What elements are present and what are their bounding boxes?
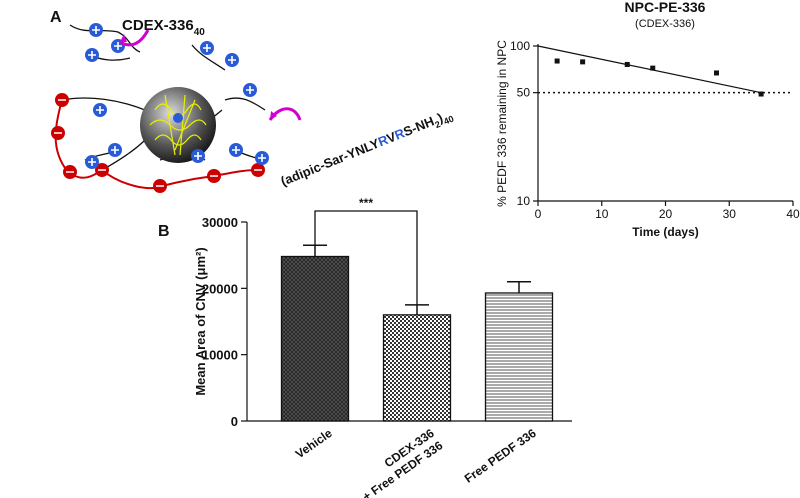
x-tick-label: CDEX-336+ Free PEDF 336 xyxy=(351,426,445,498)
x-tick-label: 20 xyxy=(659,207,673,221)
x-tick-label: 30 xyxy=(723,207,737,221)
panel-label: A xyxy=(50,9,62,26)
peptide-part: 2 xyxy=(434,119,442,130)
error-bar xyxy=(405,304,429,315)
bar xyxy=(280,255,350,422)
y-tick-label: 30000 xyxy=(202,215,238,230)
chart-subtitle: (CDEX-336) xyxy=(635,18,695,30)
y-tick-label: 50 xyxy=(517,86,531,100)
data-point xyxy=(624,61,630,67)
data-point xyxy=(580,59,586,65)
data-point xyxy=(650,65,656,71)
x-tick-label: Free PEDF 336 xyxy=(462,426,539,486)
error-bar xyxy=(303,244,327,257)
peptide-part: ) xyxy=(435,110,445,126)
panel-label: B xyxy=(158,223,170,240)
y-tick-label: 100 xyxy=(510,39,530,53)
data-point xyxy=(758,91,764,97)
compound-title: CDEX-336 xyxy=(122,17,194,34)
y-axis-label: % PEDF 336 remaining in NPC xyxy=(495,40,509,207)
y-tick-label: 0 xyxy=(231,414,238,429)
x-tick-label: Vehicle xyxy=(293,426,335,461)
data-point xyxy=(714,70,719,76)
y-tick-label: 10 xyxy=(517,194,531,208)
significance-label: *** xyxy=(359,196,373,210)
significance-bracket xyxy=(314,210,418,305)
chart-title: NPC-PE-336 xyxy=(625,0,706,15)
x-tick-label: 40 xyxy=(786,207,800,221)
schematic xyxy=(51,23,302,193)
x-tick-label: 0 xyxy=(535,207,542,221)
bar xyxy=(382,314,452,422)
compound-subscript: 40 xyxy=(194,27,206,38)
y-tick-label: 20000 xyxy=(202,281,238,296)
peptide-label: (adipic-Sar-YNLYRVRS-NH2)40 xyxy=(279,106,456,191)
peptide-part: 40 xyxy=(442,114,455,127)
y-tick-label: 10000 xyxy=(202,348,238,363)
compound-name: CDEX-33640 xyxy=(122,17,205,38)
y-axis-label: Mean Area of CNV (μm²) xyxy=(193,247,208,395)
x-tick-label: 10 xyxy=(595,207,609,221)
fit-line xyxy=(537,45,762,94)
x-axis-label: Time (days) xyxy=(632,225,698,239)
peptide-part: (adipic-Sar-YNLY xyxy=(279,135,382,188)
bar xyxy=(484,292,554,422)
data-point xyxy=(554,58,560,64)
peptide-part: S-NH xyxy=(401,113,436,139)
error-bar xyxy=(507,280,531,293)
